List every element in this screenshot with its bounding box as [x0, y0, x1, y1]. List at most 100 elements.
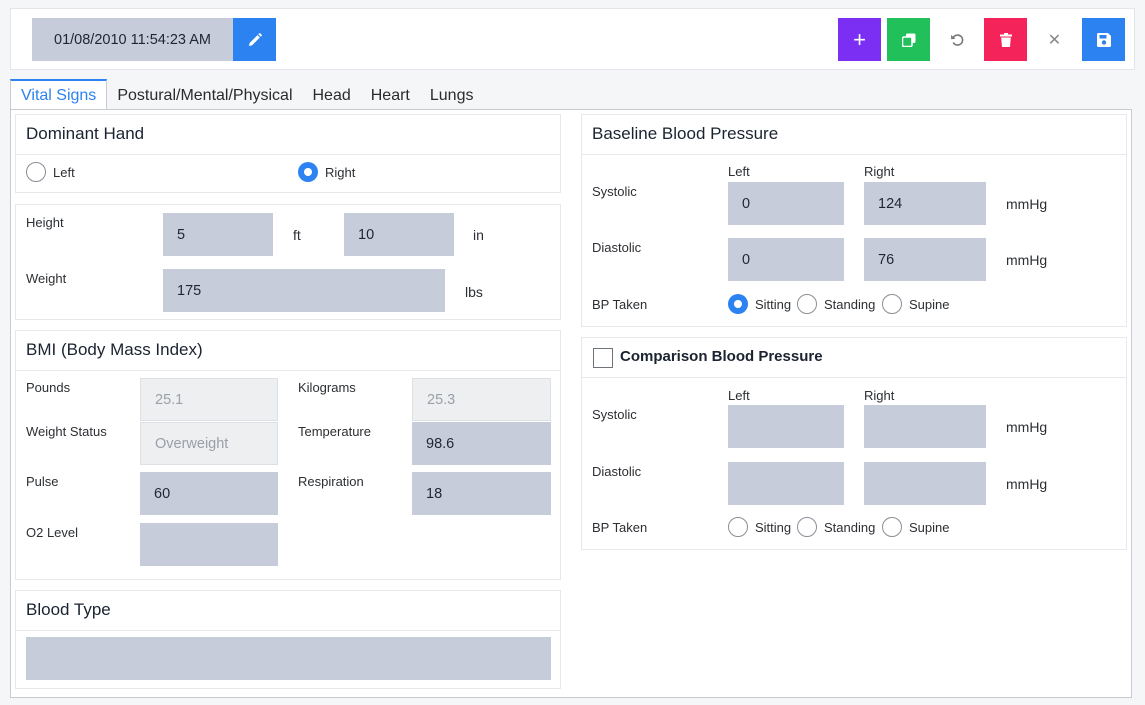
bmi-title: BMI (Body Mass Index)	[26, 340, 203, 359]
kilograms-label: Kilograms	[298, 380, 356, 395]
divider	[16, 630, 560, 631]
divider	[582, 154, 1126, 155]
temperature-label: Temperature	[298, 424, 371, 439]
undo-icon	[950, 33, 964, 47]
pounds-value: 25.1	[140, 378, 278, 421]
dominant-hand-right-radio[interactable]	[298, 162, 318, 182]
comparison-systolic-unit: mmHg	[1006, 419, 1048, 435]
comparison-standing-label: Standing	[824, 520, 876, 535]
o2-level-input[interactable]	[140, 523, 278, 566]
bmi-card: BMI (Body Mass Index) Pounds 25.1 Kilogr…	[15, 330, 561, 580]
comparison-systolic-right-input[interactable]	[864, 405, 986, 448]
baseline-diastolic-right-input[interactable]: 76	[864, 238, 986, 281]
baseline-diastolic-label: Diastolic	[592, 240, 642, 255]
comparison-systolic-left-input[interactable]	[728, 405, 844, 448]
dominant-hand-card: Dominant Hand Left Right	[15, 114, 561, 193]
copy-button[interactable]	[887, 18, 930, 61]
baseline-bp-card: Baseline Blood Pressure Left Right Systo…	[581, 114, 1127, 327]
comparison-bp-checkbox[interactable]	[593, 348, 613, 368]
close-icon: ✕	[1047, 31, 1062, 49]
baseline-systolic-label: Systolic	[592, 184, 637, 199]
baseline-supine-radio[interactable]	[882, 294, 902, 314]
comparison-diastolic-unit: mmHg	[1006, 476, 1048, 492]
blood-type-title: Blood Type	[26, 600, 111, 619]
pencil-icon	[248, 32, 262, 47]
weight-status-label: Weight Status	[26, 424, 107, 439]
baseline-diastolic-left-input[interactable]: 0	[728, 238, 844, 281]
comparison-diastolic-right-input[interactable]	[864, 462, 986, 505]
height-weight-card: Height 5 ft 10 in Weight 175 lbs	[15, 204, 561, 320]
comparison-bp-card: Comparison Blood Pressure Left Right Sys…	[581, 337, 1127, 550]
edit-datetime-button[interactable]	[233, 18, 276, 61]
comparison-right-header: Right	[864, 388, 895, 403]
comparison-sitting-label: Sitting	[755, 520, 792, 535]
comparison-bp-title: Comparison Blood Pressure	[620, 348, 823, 365]
respiration-input[interactable]: 18	[412, 472, 551, 515]
baseline-supine-label: Supine	[909, 297, 950, 312]
baseline-bp-taken-label: BP Taken	[592, 297, 648, 312]
baseline-sitting-label: Sitting	[755, 297, 792, 312]
comparison-systolic-label: Systolic	[592, 407, 637, 422]
lbs-unit: lbs	[465, 284, 483, 300]
height-ft-input[interactable]: 5	[163, 213, 273, 256]
divider	[16, 370, 560, 371]
copy-icon	[901, 33, 916, 47]
comparison-supine-radio[interactable]	[882, 517, 902, 537]
baseline-bp-title: Baseline Blood Pressure	[592, 124, 779, 143]
comparison-left-header: Left	[728, 388, 750, 403]
ft-unit: ft	[293, 227, 301, 243]
comparison-standing-radio[interactable]	[797, 517, 817, 537]
respiration-label: Respiration	[298, 474, 364, 489]
trash-icon	[999, 32, 1012, 47]
tab-postural-mental-physical[interactable]: Postural/Mental/Physical	[117, 87, 293, 104]
save-button[interactable]	[1082, 18, 1125, 61]
divider	[16, 154, 560, 155]
kilograms-value: 25.3	[412, 378, 551, 421]
weight-status-value: Overweight	[140, 422, 278, 465]
comparison-diastolic-left-input[interactable]	[728, 462, 844, 505]
datetime-display: 01/08/2010 11:54:23 AM	[32, 18, 233, 61]
delete-button[interactable]	[984, 18, 1027, 61]
dominant-hand-left-label: Left	[53, 165, 75, 180]
tab-head[interactable]: Head	[312, 87, 351, 104]
o2-level-label: O2 Level	[26, 525, 79, 540]
height-in-input[interactable]: 10	[344, 213, 454, 256]
baseline-left-header: Left	[728, 164, 750, 179]
tab-bar: Vital Signs Postural/Mental/Physical Hea…	[10, 79, 483, 110]
baseline-right-header: Right	[864, 164, 895, 179]
baseline-sitting-radio[interactable]	[728, 294, 748, 314]
baseline-standing-radio[interactable]	[797, 294, 817, 314]
tab-lungs[interactable]: Lungs	[429, 87, 474, 104]
comparison-bp-taken-label: BP Taken	[592, 520, 648, 535]
pulse-label: Pulse	[26, 474, 59, 489]
comparison-sitting-radio[interactable]	[728, 517, 748, 537]
undo-button[interactable]	[935, 18, 978, 61]
dominant-hand-right-label: Right	[325, 165, 356, 180]
add-button[interactable]: +	[838, 18, 881, 61]
blood-type-card: Blood Type	[15, 590, 561, 689]
tab-heart[interactable]: Heart	[370, 87, 410, 104]
dominant-hand-left-radio[interactable]	[26, 162, 46, 182]
height-label: Height	[26, 215, 64, 230]
weight-input[interactable]: 175	[163, 269, 445, 312]
baseline-systolic-unit: mmHg	[1006, 196, 1048, 212]
baseline-systolic-right-input[interactable]: 124	[864, 182, 986, 225]
baseline-diastolic-unit: mmHg	[1006, 252, 1048, 268]
dominant-hand-title: Dominant Hand	[26, 124, 145, 143]
toolbar: 01/08/2010 11:54:23 AM + ✕	[10, 8, 1135, 70]
baseline-standing-label: Standing	[824, 297, 876, 312]
temperature-input[interactable]: 98.6	[412, 422, 551, 465]
plus-icon: +	[853, 26, 866, 52]
comparison-diastolic-label: Diastolic	[592, 464, 642, 479]
weight-label: Weight	[26, 271, 67, 286]
blood-type-select[interactable]	[26, 637, 551, 680]
divider	[582, 377, 1126, 378]
save-icon	[1096, 32, 1111, 47]
close-button[interactable]: ✕	[1033, 18, 1076, 61]
in-unit: in	[473, 227, 484, 243]
baseline-systolic-left-input[interactable]: 0	[728, 182, 844, 225]
tab-vital-signs[interactable]: Vital Signs	[10, 79, 108, 110]
pounds-label: Pounds	[26, 380, 71, 395]
comparison-supine-label: Supine	[909, 520, 950, 535]
pulse-input[interactable]: 60	[140, 472, 278, 515]
